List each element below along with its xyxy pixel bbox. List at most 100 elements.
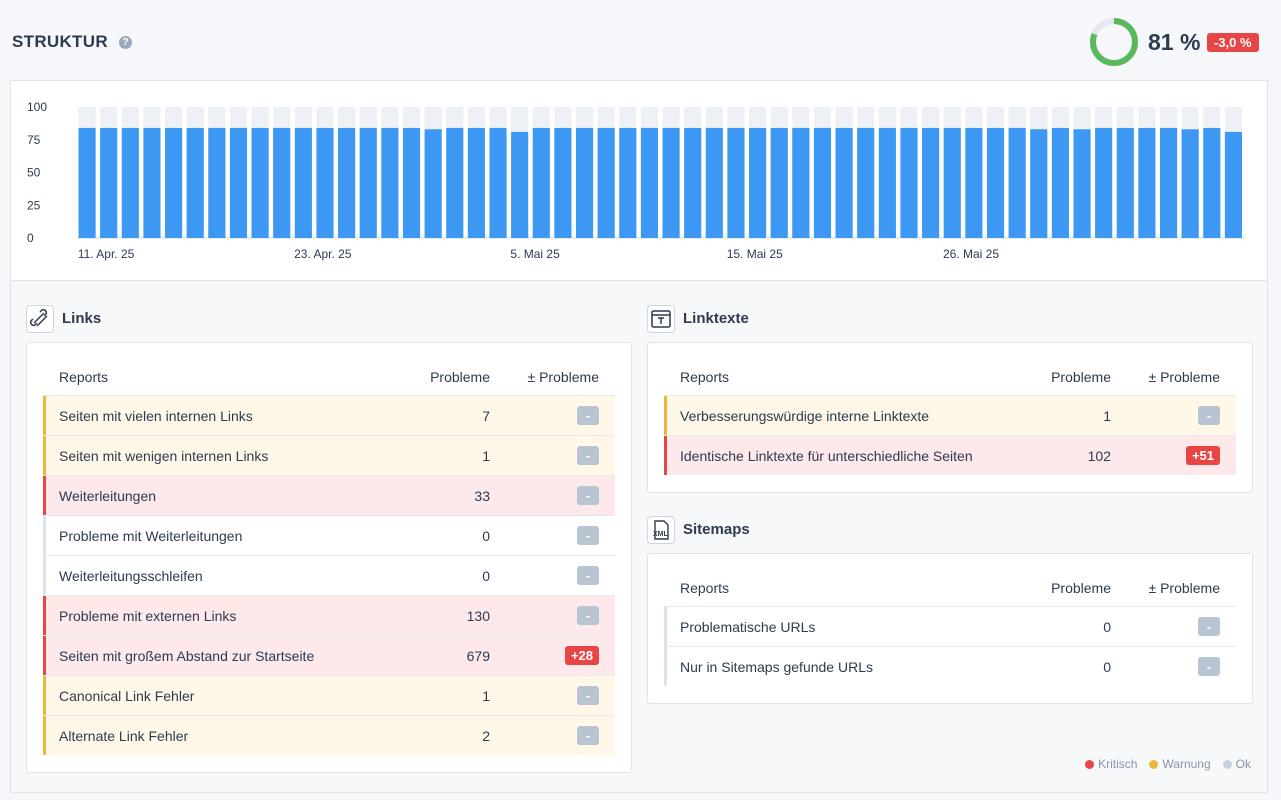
problem-delta-badge: - — [1198, 617, 1220, 636]
history-bar[interactable] — [467, 127, 485, 238]
history-bar[interactable] — [965, 127, 983, 238]
history-bar[interactable] — [554, 127, 572, 238]
history-bar[interactable] — [1224, 131, 1242, 238]
history-bar[interactable] — [857, 127, 875, 238]
history-bar[interactable] — [1116, 127, 1134, 238]
report-label[interactable]: Nur in Sitemaps gefunde URLs — [680, 659, 873, 675]
history-bar[interactable] — [878, 127, 896, 238]
score-delta-badge: -3,0 % — [1207, 33, 1259, 52]
report-label[interactable]: Probleme mit externen Links — [59, 608, 237, 624]
link-icon — [26, 305, 54, 333]
report-label[interactable]: Alternate Link Fehler — [59, 728, 189, 744]
history-bar[interactable] — [749, 127, 767, 238]
history-bar[interactable] — [294, 127, 312, 238]
history-bar[interactable] — [402, 127, 421, 238]
history-bar[interactable] — [1203, 127, 1221, 238]
report-label[interactable]: Problematische URLs — [680, 619, 816, 635]
history-bar[interactable] — [489, 127, 507, 238]
history-bar[interactable] — [208, 127, 226, 238]
report-row[interactable]: Probleme mit externen Links 130 - — [43, 595, 615, 635]
report-row[interactable]: Seiten mit wenigen internen Links 1 - — [43, 435, 615, 475]
report-label[interactable]: Seiten mit wenigen internen Links — [59, 448, 269, 464]
problem-delta-badge: +28 — [564, 646, 599, 665]
history-bar[interactable] — [511, 131, 529, 238]
history-bar[interactable] — [532, 127, 550, 238]
history-bar[interactable] — [338, 127, 356, 238]
history-bar[interactable] — [619, 127, 637, 238]
history-bar[interactable] — [1181, 129, 1199, 238]
status-bar — [43, 676, 46, 715]
report-label[interactable]: Seiten mit vielen internen Links — [59, 408, 253, 424]
report-row[interactable]: Seiten mit vielen internen Links 7 - — [43, 395, 615, 435]
history-bar[interactable] — [143, 127, 161, 238]
report-row[interactable]: Verbesserungswürdige interne Linktexte 1 - — [664, 395, 1236, 435]
history-bar[interactable] — [813, 127, 832, 238]
svg-text:XML: XML — [653, 531, 669, 538]
report-label[interactable]: Weiterleitungen — [59, 488, 157, 504]
report-label[interactable]: Seiten mit großem Abstand zur Startseite — [59, 648, 315, 664]
problem-delta-badge: - — [577, 726, 599, 745]
history-bar[interactable] — [1159, 127, 1178, 238]
history-bar[interactable] — [835, 127, 853, 238]
history-bar[interactable] — [662, 127, 680, 238]
history-bar[interactable] — [943, 127, 961, 238]
report-row[interactable]: Seiten mit großem Abstand zur Startseite… — [43, 635, 615, 675]
history-bar[interactable] — [229, 127, 248, 238]
report-row[interactable]: Weiterleitungsschleifen 0 - — [43, 555, 615, 595]
report-label[interactable]: Verbesserungswürdige interne Linktexte — [680, 408, 930, 424]
history-bar[interactable] — [684, 127, 702, 238]
problem-count: 0 — [482, 568, 490, 584]
history-bar[interactable] — [792, 127, 810, 238]
history-bar[interactable] — [273, 127, 291, 238]
history-bar[interactable] — [922, 127, 940, 238]
report-label[interactable]: Weiterleitungsschleifen — [59, 568, 203, 584]
linktexte-panel: Reports Probleme ± Probleme Verbesserung… — [647, 342, 1253, 493]
history-bar[interactable] — [1030, 129, 1048, 238]
report-label[interactable]: Canonical Link Fehler — [59, 688, 195, 704]
report-row[interactable]: Canonical Link Fehler 1 - — [43, 675, 615, 715]
help-icon[interactable]: ? — [119, 36, 132, 49]
history-bar[interactable] — [640, 127, 658, 238]
problem-count: 679 — [466, 648, 490, 664]
history-bar[interactable] — [424, 129, 442, 238]
report-label[interactable]: Probleme mit Weiterleitungen — [59, 528, 243, 544]
report-row[interactable]: Probleme mit Weiterleitungen 0 - — [43, 515, 615, 555]
col-reports: Reports — [680, 369, 730, 385]
history-bar[interactable] — [597, 127, 615, 238]
history-bar[interactable] — [100, 127, 118, 238]
history-bar[interactable] — [78, 127, 96, 238]
history-bar[interactable] — [770, 127, 788, 238]
report-label[interactable]: Identische Linktexte für unterschiedlich… — [680, 448, 973, 464]
history-bar[interactable] — [1051, 127, 1069, 238]
history-bar[interactable] — [575, 127, 594, 238]
history-bar[interactable] — [186, 127, 204, 238]
history-bar[interactable] — [359, 127, 377, 238]
history-bar[interactable] — [381, 127, 399, 238]
history-bar[interactable] — [986, 127, 1005, 238]
history-bar[interactable] — [165, 127, 183, 238]
history-bar[interactable] — [1095, 127, 1113, 238]
history-bar[interactable] — [1073, 129, 1091, 238]
warning-dot-icon — [1149, 760, 1159, 770]
history-bar[interactable] — [121, 127, 139, 238]
history-bar[interactable] — [1008, 127, 1026, 238]
history-bar[interactable] — [705, 127, 723, 238]
col-probleme: Probleme — [430, 369, 490, 385]
col-delta: ± Probleme — [1148, 369, 1221, 385]
history-bar[interactable] — [1138, 127, 1156, 238]
history-bar[interactable] — [446, 127, 464, 238]
history-bar[interactable] — [316, 127, 334, 238]
report-row[interactable]: Weiterleitungen 33 - — [43, 475, 615, 515]
report-row[interactable]: Alternate Link Fehler 2 - — [43, 715, 615, 755]
problem-count: 1 — [482, 448, 490, 464]
report-row[interactable]: Identische Linktexte für unterschiedlich… — [664, 435, 1236, 475]
history-bar[interactable] — [900, 127, 918, 238]
links-section-header: Links — [26, 305, 326, 333]
report-row[interactable]: Nur in Sitemaps gefunde URLs 0 - — [664, 646, 1236, 686]
report-row[interactable]: Problematische URLs 0 - — [664, 606, 1236, 646]
score-donut — [1090, 18, 1138, 66]
status-bar — [43, 516, 46, 555]
history-bar[interactable] — [727, 127, 745, 238]
problem-count: 33 — [474, 488, 490, 504]
history-bar[interactable] — [251, 127, 269, 238]
